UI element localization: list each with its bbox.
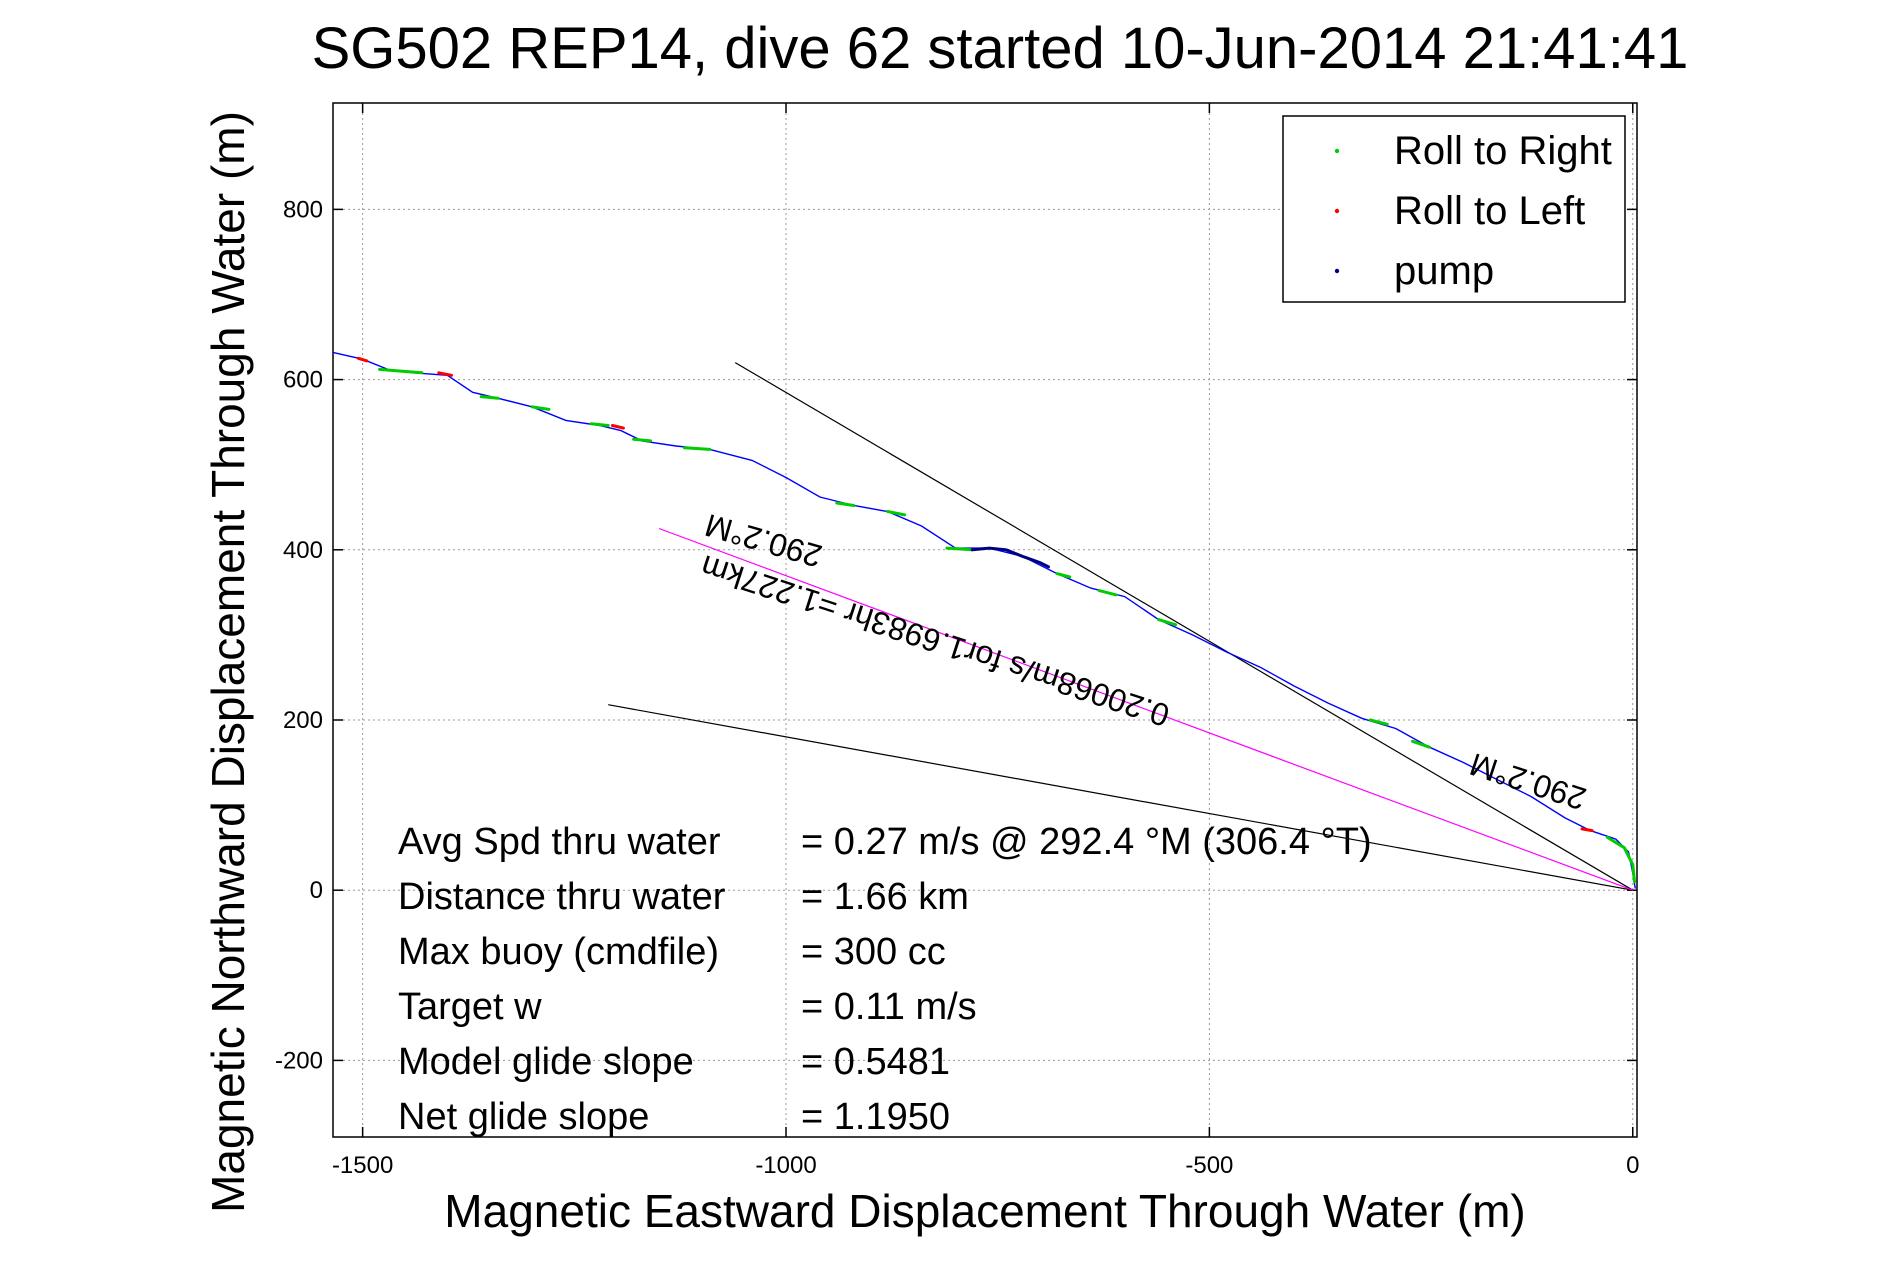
info-label: Net glide slope — [398, 1096, 649, 1138]
tick-labels: -1500 -1000 -500 0 -200 0 200 400 600 800 — [275, 196, 1639, 1179]
info-value: = 300 cc — [801, 931, 946, 973]
series-roll-to-right-segment — [632, 437, 652, 443]
info-value: = 0.5481 — [801, 1041, 950, 1083]
x-tick-label: 0 — [1626, 1152, 1639, 1179]
series-roll-to-right-segment — [1157, 618, 1177, 627]
y-tick-label: 800 — [283, 196, 323, 223]
x-tick-label: -1500 — [332, 1152, 393, 1179]
legend-label: Roll to Left — [1394, 189, 1585, 233]
x-tick-label: -1000 — [755, 1152, 816, 1179]
y-tick-label: -200 — [275, 1047, 323, 1074]
series-roll-to-right-segment — [378, 367, 424, 375]
info-label: Model glide slope — [398, 1041, 694, 1083]
axis-ticks — [333, 103, 1637, 1137]
series-roll-to-right-segment — [945, 546, 974, 552]
series-roll-to-left-segment — [437, 371, 453, 377]
info-label: Target w — [398, 986, 542, 1028]
series-wedge-upper — [734, 362, 1634, 891]
legend-entries: Roll to Right Roll to Left pump — [1334, 129, 1612, 293]
series-wedge-lower — [608, 704, 1633, 891]
annotation-label: 0.20068m/s for1.6983hr =1.227km — [696, 548, 1173, 734]
x-axis-label: Magnetic Eastward Displacement Through W… — [444, 1185, 1525, 1237]
series-roll-to-right-segment — [479, 395, 500, 400]
series-roll-to-right-segment — [1368, 718, 1389, 726]
y-tick-label: 200 — [283, 707, 323, 734]
series-pump-segment — [970, 546, 1050, 569]
info-label: Avg Spd thru water — [398, 821, 721, 863]
series-track — [332, 351, 1636, 889]
series-roll-to-right-segment — [1411, 739, 1431, 749]
series-roll-to-right-segment — [589, 422, 610, 427]
legend-label: pump — [1394, 249, 1494, 293]
series-roll-to-left-segment — [356, 356, 369, 363]
series-layer — [332, 351, 1636, 891]
legend-box — [1282, 115, 1626, 303]
series-roll-to-left-segment — [1580, 827, 1594, 833]
info-label: Max buoy (cmdfile) — [398, 931, 719, 973]
legend-marker — [1334, 148, 1340, 154]
y-axis-label: Magnetic Northward Displacement Through … — [202, 111, 254, 1213]
info-box: Avg Spd thru water = 0.27 m/s @ 292.4 °M … — [398, 821, 1372, 1138]
info-value: = 1.1950 — [801, 1096, 950, 1138]
series-roll-to-right-segment — [530, 405, 551, 411]
y-tick-label: 600 — [283, 367, 323, 394]
series-roll-to-right-segment — [1055, 572, 1072, 579]
legend-marker — [1334, 208, 1340, 214]
info-value: = 0.11 m/s — [801, 986, 977, 1028]
info-label: Distance thru water — [398, 876, 726, 918]
chart-title: SG502 REP14, dive 62 started 10-Jun-2014… — [312, 16, 1689, 81]
plot-frame — [332, 102, 1638, 1138]
legend-label: Roll to Right — [1394, 129, 1612, 173]
y-tick-label: 400 — [283, 537, 323, 564]
series-roll-to-right-segment — [886, 510, 907, 517]
series-roll-to-right-segment — [682, 446, 712, 451]
info-value: = 0.27 m/s @ 292.4 °M (306.4 °T) — [801, 821, 1372, 863]
series-roll-to-right-segment — [835, 501, 856, 507]
series-roll-to-right-segment — [1605, 835, 1636, 884]
annotation-layer: 290.2°M0.20068m/s for1.6983hr =1.227km29… — [696, 507, 1590, 817]
x-tick-label: -500 — [1185, 1152, 1233, 1179]
series-heading — [658, 527, 1634, 891]
series-roll-to-left-segment — [610, 424, 625, 430]
legend: Roll to Right Roll to Left pump — [1282, 115, 1626, 303]
series-roll-to-right-segment — [1097, 589, 1118, 597]
annotation-label: 290.2°M — [1465, 746, 1590, 817]
y-tick-label: 0 — [310, 877, 323, 904]
info-value: = 1.66 km — [801, 876, 969, 918]
legend-marker — [1334, 268, 1340, 274]
